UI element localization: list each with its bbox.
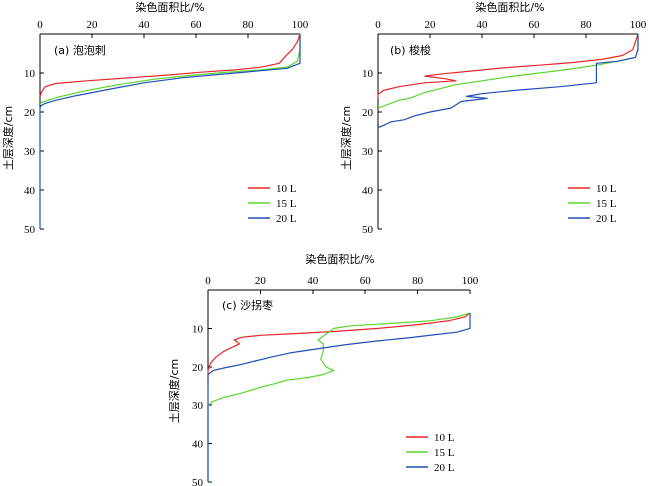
legend-label: 10 L <box>434 432 455 444</box>
series-line-10l <box>207 312 471 383</box>
x-tick-label: 20 <box>87 19 99 31</box>
x-tick-label: 40 <box>477 19 489 31</box>
x-tick-label: 20 <box>255 275 267 287</box>
x-tick-label: 40 <box>307 275 319 287</box>
panel-a: 染色面积比/% (a) 泡泡刺 土层深度/cm 0 20 40 60 80 100 10 20… <box>1 0 309 236</box>
panel-b-ylabel: 土层深度/cm <box>339 106 353 170</box>
series-line-15l <box>207 312 471 482</box>
y-tick-label: 10 <box>24 68 36 80</box>
series-line-15l <box>39 34 301 105</box>
panel-b-xlabel: 染色面积比/% <box>475 0 544 14</box>
x-tick-label: 0 <box>37 19 43 31</box>
legend-label: 20 L <box>434 462 455 474</box>
legend-label: 10 L <box>596 183 617 195</box>
x-tick-label: 100 <box>630 19 647 31</box>
y-tick-label: 20 <box>192 362 204 374</box>
legend-label: 15 L <box>434 447 455 459</box>
x-tick-label: 0 <box>205 275 211 287</box>
x-tick-label: 60 <box>191 19 203 31</box>
x-tick-label: 60 <box>360 275 372 287</box>
x-tick-label: 40 <box>139 19 151 31</box>
y-tick-label: 50 <box>362 224 374 236</box>
y-tick-label: 10 <box>192 323 204 335</box>
series-line-10l <box>39 33 301 97</box>
y-tick-label: 30 <box>362 146 374 158</box>
panel-c: 染色面积比/% (c) 沙拐枣 土层深度/cm 0 20 40 60 80 100 10 20… <box>167 252 479 486</box>
x-tick-label: 60 <box>529 19 541 31</box>
series-line-20l <box>377 34 639 129</box>
x-tick-label: 0 <box>375 19 381 31</box>
x-tick-label: 80 <box>581 19 593 31</box>
y-tick-label: 50 <box>192 477 204 486</box>
panel-a-title: (a) 泡泡刺 <box>54 43 106 57</box>
panel-a-xlabel: 染色面积比/% <box>135 0 204 14</box>
legend-label: 10 L <box>276 183 297 195</box>
legend-label: 15 L <box>276 198 297 210</box>
panel-c-ylabel: 土层深度/cm <box>167 359 181 423</box>
y-tick-label: 30 <box>24 146 36 158</box>
y-tick-label: 50 <box>24 224 36 236</box>
panel-c-xlabel: 染色面积比/% <box>305 252 374 266</box>
legend-label: 15 L <box>596 198 617 210</box>
x-tick-label: 80 <box>412 275 424 287</box>
y-tick-label: 10 <box>362 68 374 80</box>
legend-label: 20 L <box>276 213 297 225</box>
panel-a-ylabel: 土层深度/cm <box>1 106 15 170</box>
panel-b-title: (b) 梭梭 <box>390 43 431 57</box>
y-tick-label: 40 <box>24 185 36 197</box>
legend-label: 20 L <box>596 213 617 225</box>
y-tick-label: 20 <box>24 107 36 119</box>
series-line-20l <box>39 34 301 229</box>
x-tick-label: 20 <box>425 19 437 31</box>
x-tick-label: 100 <box>292 19 309 31</box>
x-tick-label: 80 <box>243 19 255 31</box>
x-tick-label: 100 <box>462 275 479 287</box>
y-tick-label: 20 <box>362 107 374 119</box>
y-tick-label: 40 <box>192 439 204 451</box>
series-line-10l <box>377 33 639 99</box>
y-tick-label: 40 <box>362 185 374 197</box>
panel-c-title: (c) 沙拐枣 <box>222 298 273 312</box>
series-line-20l <box>207 313 471 482</box>
panel-b: 染色面积比/% (b) 梭梭 土层深度/cm 0 20 40 60 80 100 10 20 3… <box>339 0 647 236</box>
y-tick-label: 30 <box>192 400 204 412</box>
